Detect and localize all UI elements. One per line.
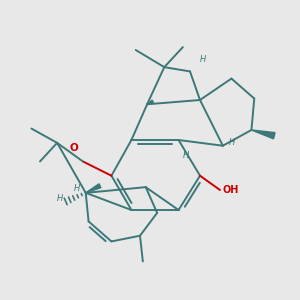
Polygon shape	[147, 100, 154, 104]
Polygon shape	[251, 130, 275, 139]
Text: O: O	[70, 143, 79, 153]
Text: OH: OH	[223, 185, 239, 195]
Text: H: H	[229, 138, 235, 147]
Polygon shape	[86, 184, 101, 193]
Text: H: H	[183, 152, 189, 160]
Text: H: H	[200, 56, 206, 64]
Text: H: H	[57, 194, 63, 203]
Text: H: H	[74, 184, 80, 193]
